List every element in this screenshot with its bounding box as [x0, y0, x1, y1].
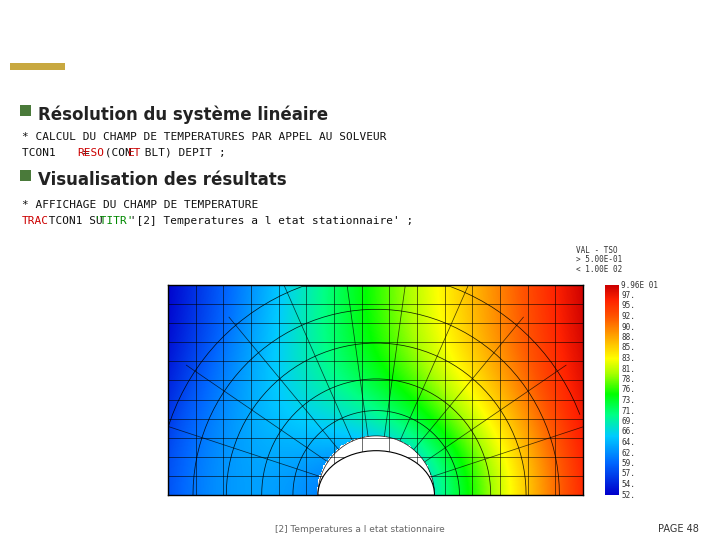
Text: BLT) DEPIT ;: BLT) DEPIT ; [138, 148, 226, 158]
Bar [10, 63, 65, 70]
Text: 95.: 95. [621, 301, 635, 310]
Text: * CALCUL DU CHAMP DE TEMPERATURES PAR APPEL AU SOLVEUR: * CALCUL DU CHAMP DE TEMPERATURES PAR AP… [22, 132, 387, 142]
Bar [20, 105, 31, 116]
Wedge shape [318, 451, 434, 495]
Text: cea: cea [12, 28, 77, 61]
Text: 71.: 71. [621, 407, 635, 415]
Text: 88.: 88. [621, 333, 635, 342]
Text: 66.: 66. [621, 428, 635, 436]
Text: 64.: 64. [621, 438, 635, 447]
Text: VAL - TSO: VAL - TSO [576, 246, 618, 255]
Text: 90.: 90. [621, 322, 635, 332]
Text: 92.: 92. [621, 312, 635, 321]
Text: 59.: 59. [621, 459, 635, 468]
Text: 83.: 83. [621, 354, 635, 363]
Text: * AFFICHAGE DU CHAMP DE TEMPERATURE: * AFFICHAGE DU CHAMP DE TEMPERATURE [22, 200, 258, 210]
Text: (CON: (CON [98, 148, 138, 158]
Text: 9.96E 01: 9.96E 01 [621, 280, 658, 289]
Text: RESO: RESO [78, 148, 104, 158]
Text: 69.: 69. [621, 417, 635, 426]
Text: [2] Temperatures a l etat stationnaire: [2] Temperatures a l etat stationnaire [275, 524, 445, 534]
Text: 73.: 73. [621, 396, 635, 405]
Text: Résolution du système linéaire: Résolution du système linéaire [38, 106, 328, 124]
Text: Visualisation des résultats: Visualisation des résultats [38, 171, 287, 189]
Text: PAGE 48: PAGE 48 [657, 523, 698, 534]
Text: TRAC: TRAC [22, 216, 49, 226]
Text: 54.: 54. [621, 480, 635, 489]
Text: 'TITR': 'TITR' [93, 216, 133, 226]
Text: 97.: 97. [621, 291, 635, 300]
Text: 78.: 78. [621, 375, 635, 384]
Text: 85.: 85. [621, 343, 635, 353]
Text: > 5.00E-01: > 5.00E-01 [576, 255, 623, 265]
Text: 62.: 62. [621, 449, 635, 457]
Text: 81.: 81. [621, 364, 635, 374]
Text: < 1.00E 02: < 1.00E 02 [576, 265, 623, 274]
Text: '[2] Temperatures a l etat stationnaire' ;: '[2] Temperatures a l etat stationnaire'… [123, 216, 413, 226]
Text: 57.: 57. [621, 469, 635, 478]
Text: CHAP. 2 : THERMIQUE LINÉAIRE STATIONNAIRE: CHAP. 2 : THERMIQUE LINÉAIRE STATIONNAIR… [105, 28, 648, 51]
Text: DE LA RECHERCHE À L'INDUSTRIE: DE LA RECHERCHE À L'INDUSTRIE [12, 2, 95, 7]
Text: 76.: 76. [621, 386, 635, 395]
Text: ET: ET [128, 148, 142, 158]
Text: 52.: 52. [621, 490, 635, 500]
Text: TCON1    =: TCON1 = [22, 148, 96, 158]
Text: TCON1 SU: TCON1 SU [42, 216, 109, 226]
Bar [20, 170, 31, 181]
